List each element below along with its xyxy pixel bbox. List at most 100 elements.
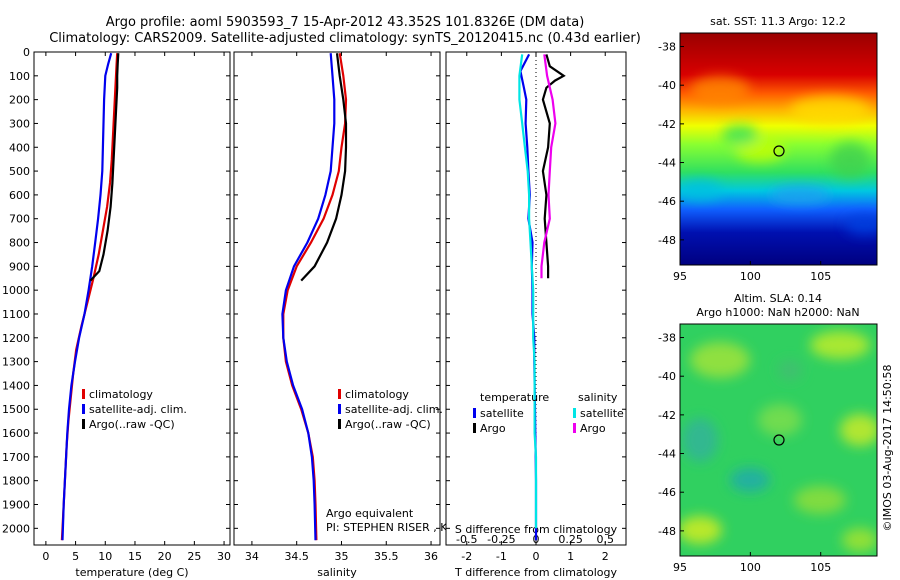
sst-map-ytick-label: -40 [658,79,676,92]
salinity-diff-tick-label: -0.25 [487,533,515,546]
sst-map-ytick-label: -42 [658,118,676,131]
legend-label: satellite-adj. clim. [345,403,443,416]
temperature-xlabel: temperature (deg C) [75,566,188,579]
depth-tick-label: 1000 [2,284,30,297]
legend-label: satellite [580,407,624,420]
sst-map: sat. SST: 11.3 Argo: 12.2 95 100 105 -38 -40… [658,15,878,283]
depth-tick-label: 1100 [2,308,30,321]
depth-tick-label: 700 [9,213,30,226]
difference-panel: -2 -1 0 1 2 T difference from climatology -0.5… [445,51,627,579]
difference-xlabel: T difference from climatology [454,566,617,579]
depth-tick-label: 0 [23,46,30,59]
depth-tick-label: 800 [9,237,30,250]
sst-map-ytick-label: -38 [658,41,676,54]
title-line-1: Argo profile: aoml 5903593_7 15-Apr-2012… [106,15,585,30]
temperature-xtick-label: 15 [128,550,142,563]
legend-label: climatology [345,388,409,401]
sst-map-ytick-label: -44 [658,157,676,170]
legend-label: Argo [480,422,506,435]
imos-watermark: ©IMOS 03-Aug-2017 14:50:58 [881,365,894,532]
salinity-xlabel: salinity [317,566,357,579]
temperature-xtick-label: 10 [98,550,112,563]
depth-tick-label: 600 [9,189,30,202]
sst-map-title: sat. SST: 11.3 Argo: 12.2 [710,15,846,28]
depth-tick-label: 900 [9,260,30,273]
temperature-series-argo-raw-qc- [89,53,120,282]
salinity-diff-tick-label: 0.25 [558,533,583,546]
sla-map-ytick-label: -46 [658,486,676,499]
depth-tick-label: 2000 [2,522,30,535]
depth-tick-label: 1300 [2,356,30,369]
difference-series-s-satellite [518,54,538,529]
sla-map-ytick-label: -42 [658,409,676,422]
salinity-xtick-label: 34.5 [284,550,309,563]
depth-tick-label: 1600 [2,427,30,440]
legend-swatch [573,423,576,433]
difference-xtick-label: -1 [496,550,507,563]
legend-title-temperature: temperature [480,391,549,404]
legend-swatch [338,419,341,429]
depth-tick-label: 100 [9,70,30,83]
difference-xtick-label: -2 [461,550,472,563]
difference-xtick-label: 2 [602,550,609,563]
sst-map-xtick-label: 95 [673,270,687,283]
depth-tick-label: 1900 [2,499,30,512]
depth-tick-label: 300 [9,117,30,130]
legend-swatch [338,389,341,399]
depth-tick-label: 200 [9,94,30,107]
temperature-xtick-label: 30 [217,550,231,563]
temperature-xtick-label: 5 [72,550,79,563]
sla-map-ytick-label: -40 [658,370,676,383]
legend-label: Argo [580,422,606,435]
legend-label: satellite-adj. clim. [89,403,187,416]
legend-swatch [473,408,476,418]
salinity-series-argo-raw-qc- [300,53,348,282]
sla-map-xtick-label: 100 [740,561,761,574]
salinity-xtick-label: 34 [245,550,259,563]
sla-map-ytick-label: -48 [658,525,676,538]
temperature-axes-box [33,51,231,546]
depth-tick-label: 1500 [2,403,30,416]
sla-map-ytick-label: -44 [658,448,676,461]
legend-label: climatology [89,388,153,401]
difference-xtick-label: 0 [533,550,540,563]
legend-label: Argo(..raw -QC) [89,418,175,431]
salinity-panel: 34 34.5 35 35.5 36 salinity climatology satelli… [233,51,549,579]
sst-map-xtick-label: 105 [810,270,831,283]
depth-tick-label: 1800 [2,475,30,488]
temperature-series-satellite-adj-clim- [61,52,113,541]
sla-map-ytick-label: -38 [658,332,676,345]
sla-map-title-1: Altim. SLA: 0.14 [734,292,822,305]
salinity-diff-tick-label: 0.5 [596,533,614,546]
sst-map-ytick-label: -48 [658,234,676,247]
depth-tick-label: 1700 [2,451,30,464]
depth-tick-label: 1200 [2,332,30,345]
salinity-axes-box [233,51,441,546]
legend-swatch [82,389,85,399]
legend-swatch [82,404,85,414]
depth-tick-label: 1400 [2,379,30,392]
sla-map-title-2: Argo h1000: NaN h2000: NaN [696,306,859,319]
temperature-panel: 0 5 10 15 20 25 30 temperature (deg C) 0 100 200 30… [2,46,231,579]
sla-map-xtick-label: 105 [810,561,831,574]
difference-xtick-label: 1 [567,550,574,563]
temperature-xtick-label: 20 [158,550,172,563]
temperature-xtick-label: 25 [187,550,201,563]
legend-label: satellite [480,407,524,420]
legend-swatch [573,408,576,418]
sla-map: Altim. SLA: 0.14 Argo h1000: NaN h2000: … [658,292,878,574]
sla-map-xtick-label: 95 [673,561,687,574]
depth-tick-label: 400 [9,141,30,154]
difference-series-s-argo [540,54,557,279]
legend-swatch [338,404,341,414]
temperature-xtick-label: 0 [42,550,49,563]
argo-equivalent-label: Argo equivalent [326,507,414,520]
sst-map-ytick-label: -46 [658,195,676,208]
sst-map-xtick-label: 100 [740,270,761,283]
salinity-series-satellite-adj-clim- [281,53,336,541]
depth-tick-label: 500 [9,165,30,178]
sst-argo-marker [773,145,785,157]
legend-title-salinity: salinity [578,391,618,404]
salinity-xtick-label: 35 [334,550,348,563]
legend-swatch [473,423,476,433]
